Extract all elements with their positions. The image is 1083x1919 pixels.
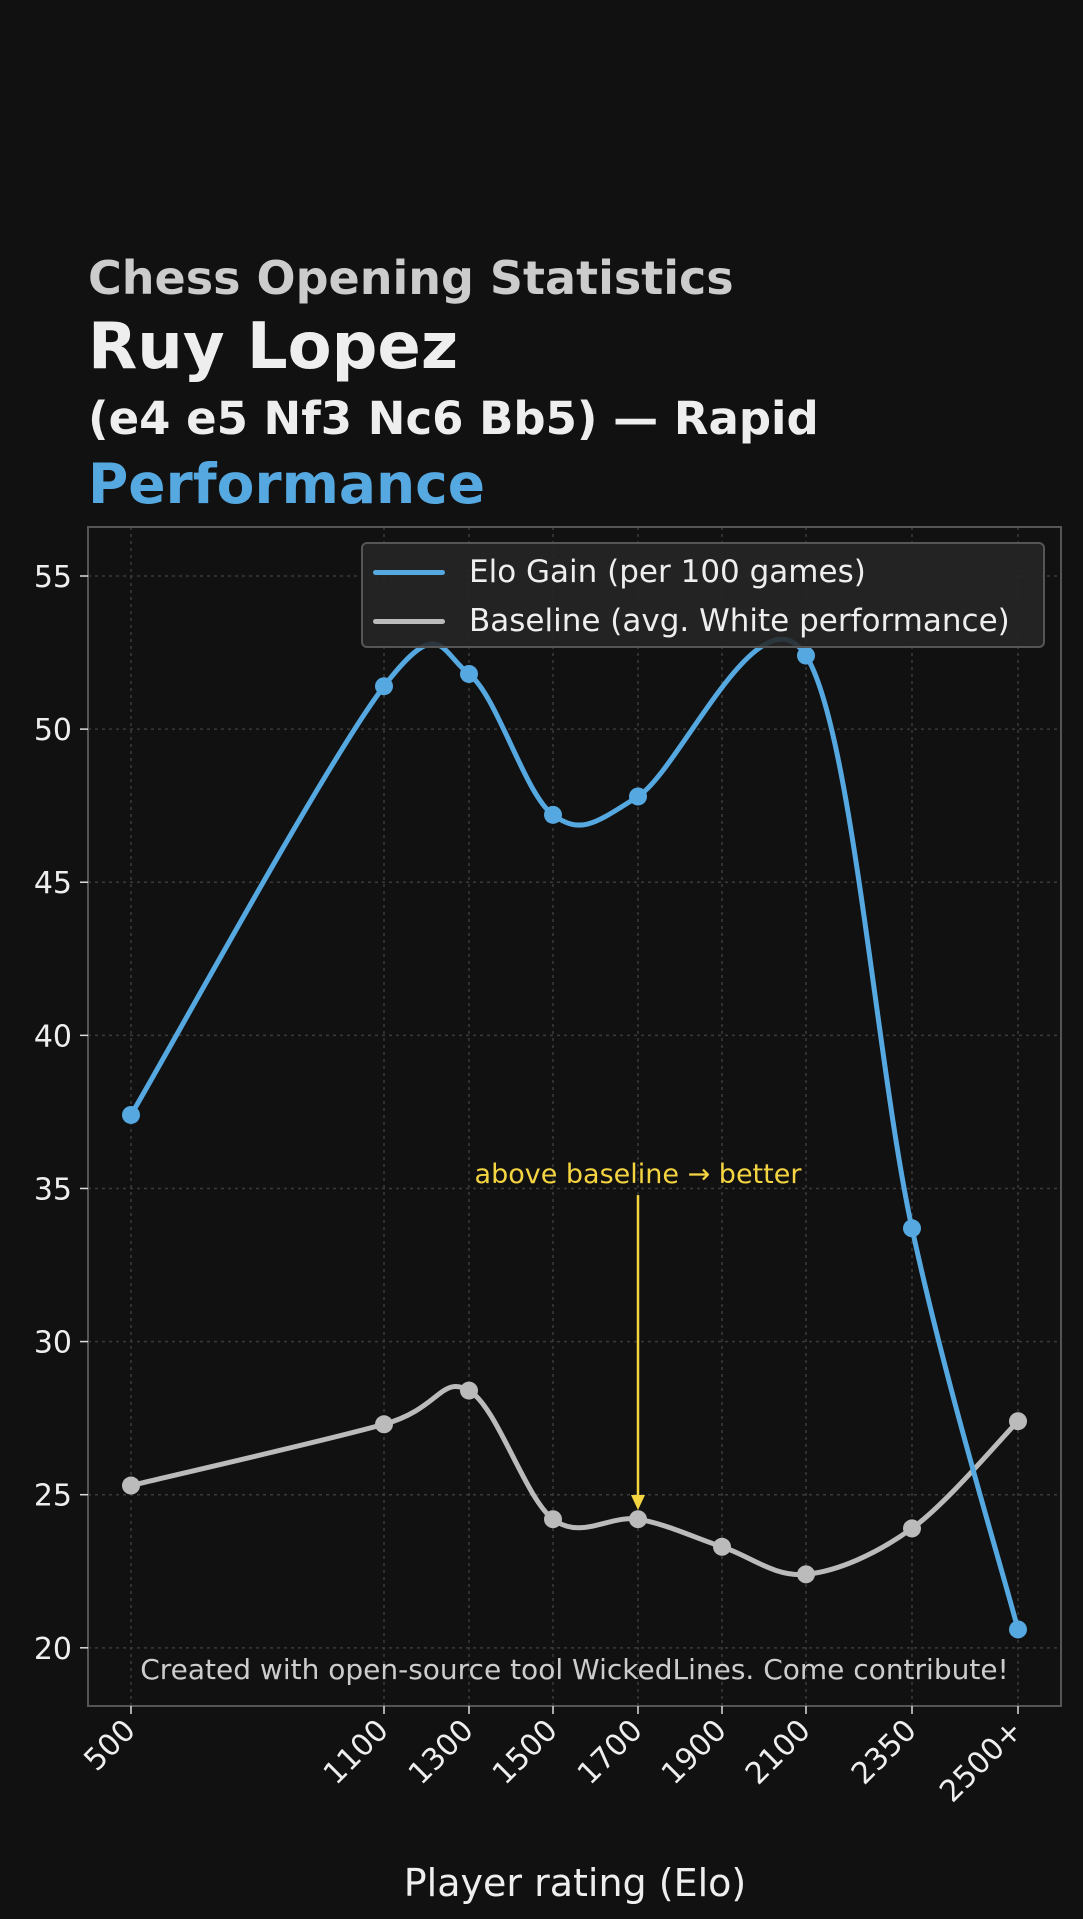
x-tick-label: 2500+ <box>933 1713 1030 1810</box>
legend-swatch-elo-gain <box>373 569 445 575</box>
x-tick-label: 1700 <box>571 1713 650 1792</box>
grid <box>88 527 1061 1706</box>
data-point-elo-gain <box>797 646 815 665</box>
legend-label-elo-gain: Elo Gain (per 100 games) <box>469 554 866 590</box>
y-tick-label: 55 <box>34 560 72 595</box>
x-tick-label: 2350 <box>845 1713 924 1792</box>
data-point-baseline <box>122 1476 140 1495</box>
opening-name: Ruy Lopez <box>88 310 459 384</box>
x-tick-label: 1500 <box>486 1713 565 1792</box>
legend-item-elo-gain: Elo Gain (per 100 games) <box>363 552 866 592</box>
legend-swatch-baseline <box>373 618 445 624</box>
y-tick-label: 25 <box>34 1479 72 1514</box>
x-tick-label: 1100 <box>317 1713 396 1792</box>
x-tick-label: 1300 <box>402 1713 481 1792</box>
x-tick-label: 1900 <box>655 1713 734 1792</box>
series-line-elo-gain <box>128 636 1021 1632</box>
y-tick-label: 45 <box>34 866 72 901</box>
y-tick-label: 40 <box>34 1019 72 1054</box>
legend-label-baseline: Baseline (avg. White performance) <box>469 603 1010 639</box>
data-point-baseline <box>629 1510 647 1529</box>
opening-moves-mode: (e4 e5 Nf3 Nc6 Bb5) — Rapid <box>88 392 819 445</box>
data-point-baseline <box>460 1381 478 1400</box>
data-point-elo-gain <box>1009 1620 1027 1639</box>
series-line-baseline <box>128 1383 1021 1578</box>
data-point-elo-gain <box>544 805 562 824</box>
legend-item-baseline: Baseline (avg. White performance) <box>363 601 1010 641</box>
series-layer <box>122 636 1027 1639</box>
data-point-baseline <box>375 1415 393 1434</box>
x-tick-label: 2100 <box>739 1713 818 1792</box>
data-point-baseline <box>903 1519 921 1538</box>
data-point-elo-gain <box>629 787 647 806</box>
annotation-text: above baseline → better <box>475 1159 803 1190</box>
data-point-elo-gain <box>122 1105 140 1124</box>
plot-frame <box>87 526 1062 1707</box>
data-point-baseline <box>1009 1412 1027 1431</box>
x-tick-label: 500 <box>77 1713 142 1778</box>
y-tick-label: 20 <box>34 1632 72 1667</box>
data-point-elo-gain <box>460 664 478 683</box>
data-point-elo-gain <box>375 677 393 696</box>
y-tick-label: 35 <box>34 1172 72 1207</box>
data-point-baseline <box>797 1565 815 1584</box>
footer-credit: Created with open-source tool WickedLine… <box>140 1653 1009 1686</box>
y-tick-label: 30 <box>34 1326 72 1361</box>
annotation: above baseline → better <box>475 1159 803 1511</box>
data-point-elo-gain <box>903 1219 921 1238</box>
annotation-arrow-head <box>631 1495 645 1511</box>
x-axis-label: Player rating (Elo) <box>404 1861 746 1905</box>
chart-category: Chess Opening Statistics <box>88 251 734 305</box>
metric-title: Performance <box>88 452 486 516</box>
title-block: Chess Opening Statistics Ruy Lopez (e4 e… <box>88 250 819 518</box>
legend: Elo Gain (per 100 games) Baseline (avg. … <box>361 542 1045 648</box>
data-point-baseline <box>713 1537 731 1556</box>
y-tick-label: 50 <box>34 713 72 748</box>
data-point-baseline <box>544 1510 562 1529</box>
